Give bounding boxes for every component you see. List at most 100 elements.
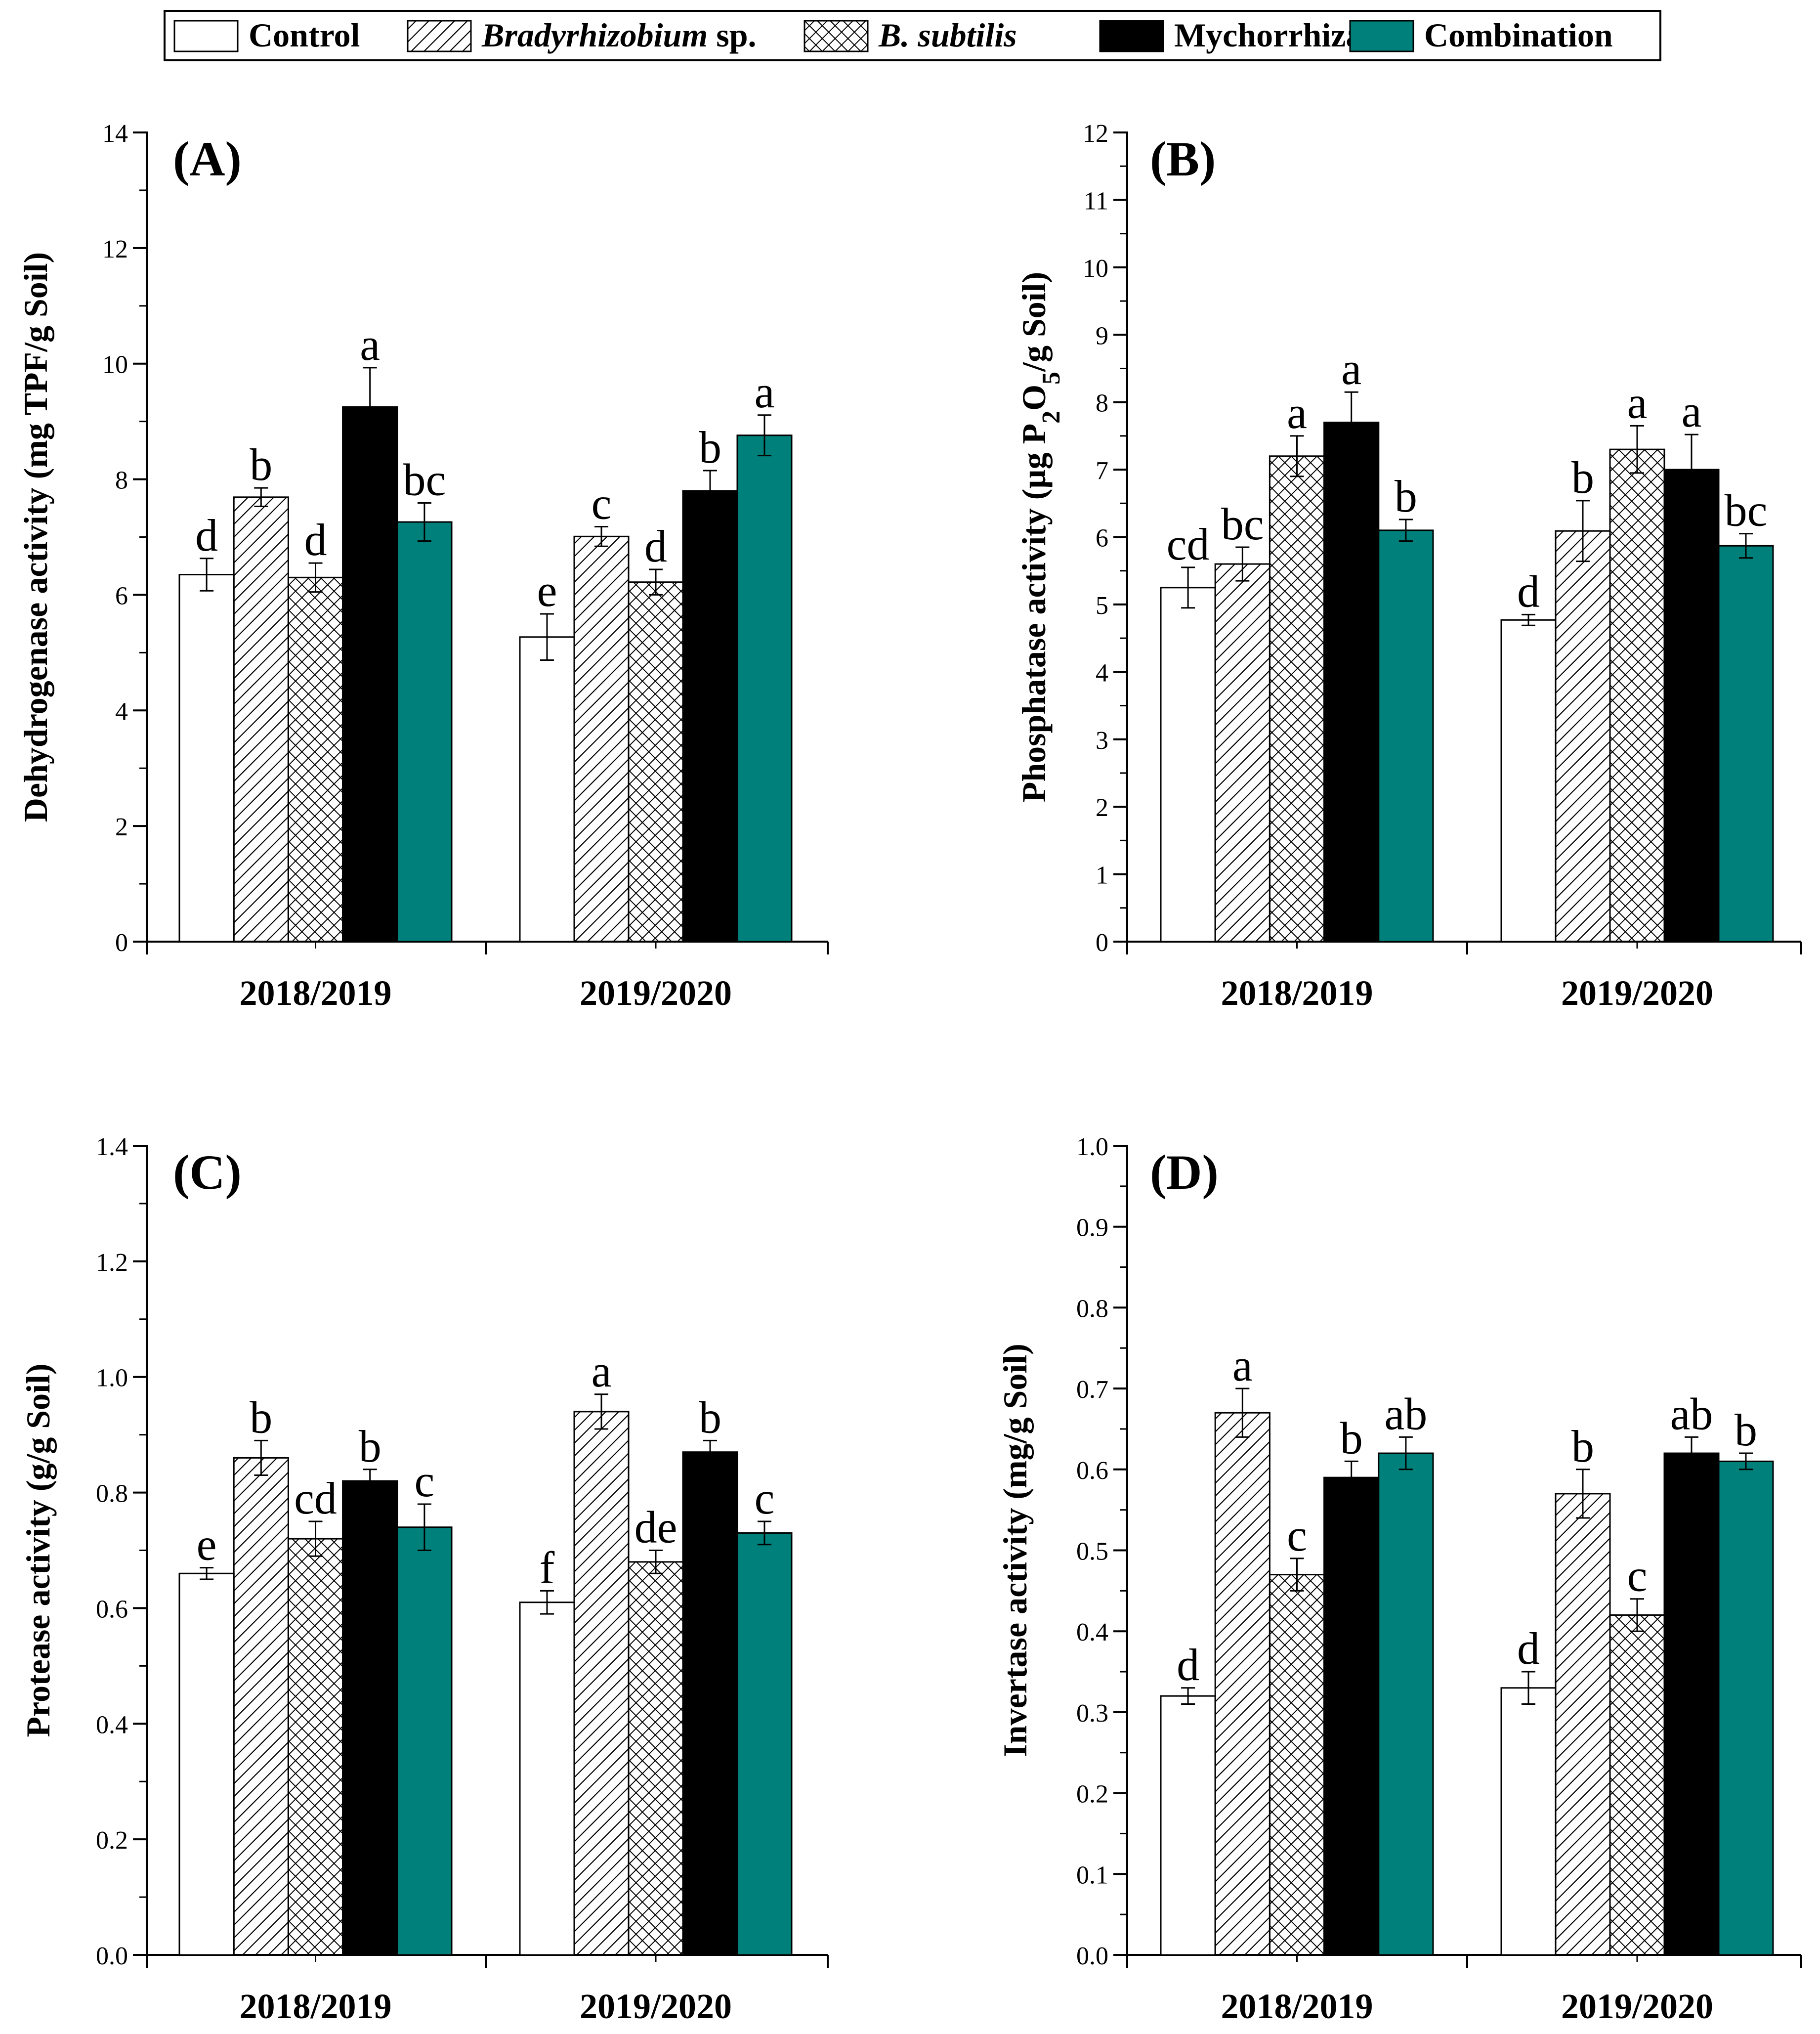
bar (1609, 448, 1665, 943)
y-tick-label: 10 (102, 351, 128, 379)
error-bar (1630, 425, 1644, 474)
significance-letter: b (1735, 1405, 1757, 1455)
significance-letter: b (250, 1392, 272, 1442)
bar (1160, 1695, 1216, 1956)
error-bar (540, 1590, 554, 1615)
legend-swatch (1349, 20, 1414, 52)
bar (1269, 455, 1325, 943)
significance-letter: d (1517, 566, 1540, 616)
error-bar (594, 525, 608, 547)
y-tick-label: 0.6 (1076, 1457, 1108, 1485)
chart-panel: 0 2 4 6 8 10 12 14 2018/2019 2019/2020 (A) Dehydrog… (17, 120, 829, 1013)
x-category-label: 2018/2019 (1221, 1987, 1373, 2026)
error-bar (1235, 1387, 1250, 1438)
significance-letter: ab (1384, 1388, 1427, 1439)
error-bar (1576, 1469, 1590, 1519)
y-tick-label: 11 (1084, 187, 1108, 215)
legend-swatch (1099, 20, 1164, 52)
bar (396, 1526, 453, 1956)
y-tick-label: 0.0 (1076, 1942, 1108, 1970)
significance-letter: c (414, 1456, 434, 1506)
bar (1378, 529, 1434, 943)
y-tick-label: 0.7 (1076, 1376, 1108, 1404)
y-axis-title-part: 5 (1037, 372, 1065, 385)
bar (1214, 1412, 1270, 1956)
error-bar (1181, 1687, 1195, 1705)
error-bar (540, 613, 554, 661)
x-category-label: 2019/2020 (580, 1987, 732, 2026)
legend-label: Bradyrhizobium sp. (481, 16, 757, 54)
significance-letter: a (1287, 388, 1307, 438)
bar (287, 576, 344, 943)
bar (233, 1457, 289, 1956)
chart-panel: 0.0 0.1 0.2 0.3 0.4 0.5 0.6 0.7 0.8 0.9 1.0 2018/20… (996, 1133, 1802, 2026)
bar (342, 406, 398, 943)
error-bar (1290, 435, 1304, 477)
significance-letter: a (360, 319, 380, 370)
significance-letter: e (537, 565, 557, 616)
bar (233, 496, 289, 943)
error-bar (758, 1520, 771, 1546)
significance-letter: b (699, 422, 721, 473)
significance-letter: ab (1670, 1388, 1713, 1439)
legend-label-plain: sp. (708, 16, 756, 54)
y-tick-label: 1.0 (1076, 1133, 1108, 1161)
significance-letter: bc (1221, 499, 1264, 549)
bar (1323, 422, 1380, 943)
error-bar (703, 1439, 717, 1465)
legend-swatch (173, 20, 239, 52)
y-tick-label: 14 (102, 120, 128, 148)
y-tick-label: 1.0 (96, 1364, 128, 1392)
bar (178, 1572, 235, 1956)
bar (1555, 530, 1611, 943)
bar (1718, 1460, 1774, 1956)
significance-letter: a (1232, 1340, 1253, 1390)
significance-letter: c (755, 1473, 775, 1523)
significance-letter: b (250, 439, 272, 490)
x-category-label: 2019/2020 (580, 973, 732, 1013)
significance-letter: b (699, 1392, 721, 1442)
error-bar (417, 502, 431, 542)
y-axis-title: Invertase activity (mg/g Soil) (996, 1343, 1034, 1757)
error-bar (417, 1503, 431, 1551)
bar (1609, 1614, 1665, 1956)
y-axis-title-part: /g Soil) (1015, 272, 1053, 372)
bar (736, 434, 793, 943)
bar (573, 535, 630, 943)
error-bar (649, 1550, 663, 1574)
significance-letter: c (1627, 1551, 1648, 1601)
y-axis-title-part: 2 (1037, 411, 1065, 424)
x-category-label: 2018/2019 (239, 1987, 391, 2026)
error-bar (1685, 433, 1698, 506)
error-bar (200, 558, 214, 592)
x-category-label: 2018/2019 (1221, 973, 1373, 1013)
bar (1323, 1476, 1380, 1956)
error-bar (200, 1567, 214, 1580)
bar (628, 1561, 684, 1956)
y-tick-label: 2 (115, 813, 128, 841)
legend-label-italic: Bradyrhizobium (481, 16, 708, 54)
legend-label: B. subtilis (878, 16, 1017, 54)
y-tick-label: 4 (115, 697, 128, 726)
error-bar (1522, 613, 1535, 626)
significance-letter: a (1341, 344, 1361, 394)
significance-letter: b (1571, 1421, 1594, 1471)
significance-letter: de (635, 1502, 677, 1553)
y-tick-label: 0.2 (1076, 1780, 1108, 1809)
y-tick-label: 6 (1096, 524, 1108, 553)
legend-entry: Combination (1349, 16, 1613, 54)
significance-letter: e (197, 1519, 217, 1570)
error-bar (308, 1520, 323, 1557)
legend-entry: Bradyrhizobium sp. (407, 16, 757, 54)
error-bar (254, 487, 268, 508)
bar (628, 581, 684, 943)
error-bar (703, 470, 717, 512)
error-bar (1344, 391, 1358, 454)
y-axis-title: Dehydrogenase activity (mg TPF/g Soil) (17, 252, 54, 822)
error-bar (254, 1439, 268, 1476)
legend-label-plain: Control (249, 16, 360, 54)
significance-letter: d (644, 521, 667, 571)
error-bar (363, 1469, 377, 1494)
